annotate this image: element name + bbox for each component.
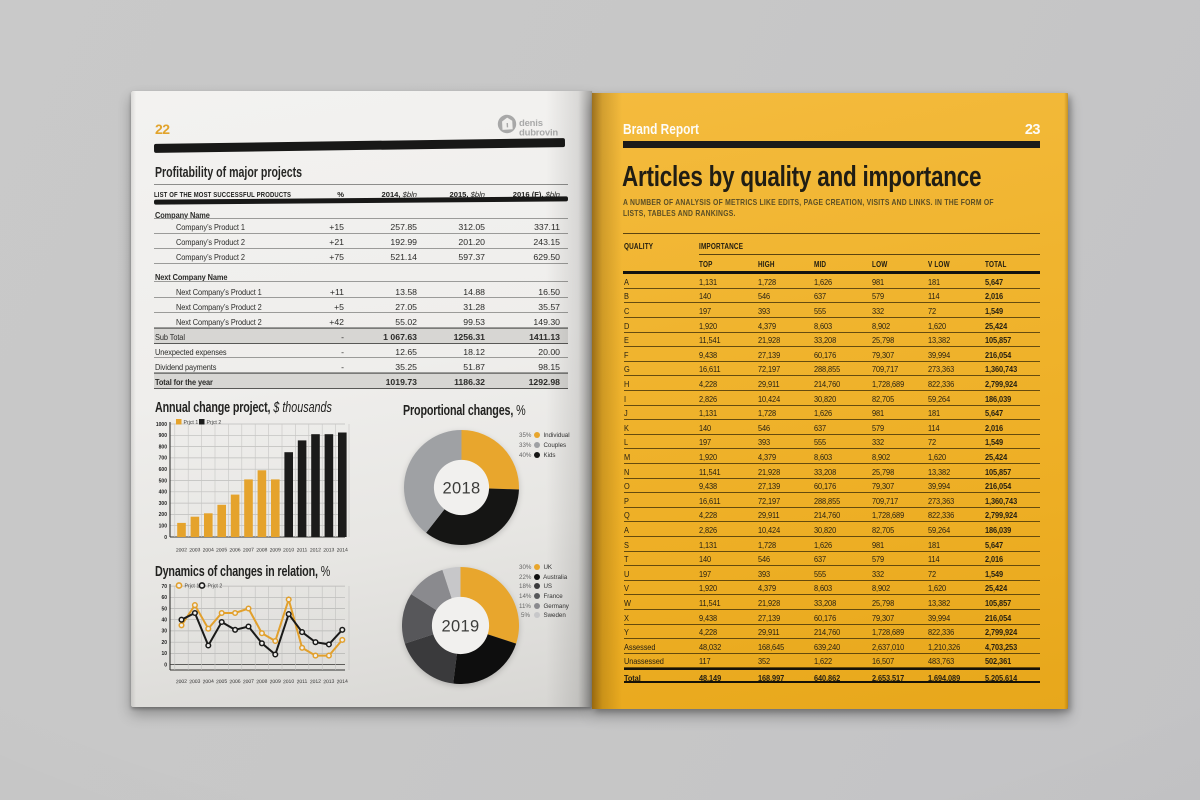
svg-text:2006: 2006 — [229, 679, 241, 686]
svg-text:Prjct 2: Prjct 2 — [207, 420, 222, 426]
svg-text:2003: 2003 — [189, 679, 201, 686]
svg-text:2014: 2014 — [337, 679, 349, 686]
svg-text:30: 30 — [161, 629, 167, 635]
svg-text:0: 0 — [164, 662, 167, 668]
svg-text:2013: 2013 — [323, 679, 335, 686]
svg-text:2009: 2009 — [270, 547, 282, 554]
svg-text:dubrovin: dubrovin — [519, 128, 558, 139]
svg-text:2008: 2008 — [256, 547, 268, 554]
svg-text:2012: 2012 — [310, 679, 322, 686]
svg-text:300: 300 — [159, 501, 168, 507]
svg-text:Prjct 2: Prjct 2 — [208, 584, 223, 590]
svg-text:40: 40 — [161, 618, 167, 624]
svg-text:2004: 2004 — [203, 547, 215, 554]
svg-text:0: 0 — [164, 535, 167, 541]
svg-text:2002: 2002 — [176, 679, 188, 686]
svg-text:2008: 2008 — [256, 679, 268, 686]
svg-text:200: 200 — [159, 512, 168, 518]
svg-text:50: 50 — [161, 606, 167, 612]
svg-text:100: 100 — [159, 524, 168, 530]
svg-text:2012: 2012 — [310, 547, 322, 554]
svg-text:400: 400 — [159, 490, 168, 496]
svg-text:2004: 2004 — [203, 679, 215, 686]
svg-text:denis: denis — [519, 118, 543, 129]
svg-text:Prjct 1: Prjct 1 — [185, 584, 200, 590]
svg-text:800: 800 — [159, 444, 168, 450]
svg-text:2014: 2014 — [337, 547, 349, 554]
svg-text:70: 70 — [161, 584, 167, 590]
svg-text:900: 900 — [159, 433, 168, 439]
svg-text:2011: 2011 — [297, 679, 308, 686]
svg-text:700: 700 — [159, 456, 168, 462]
svg-text:Prjct 1: Prjct 1 — [184, 420, 199, 426]
svg-text:2002: 2002 — [176, 547, 188, 554]
svg-text:2006: 2006 — [229, 547, 241, 554]
svg-text:2007: 2007 — [243, 547, 255, 554]
svg-text:1000: 1000 — [156, 422, 167, 428]
svg-text:2010: 2010 — [283, 547, 295, 554]
svg-text:2003: 2003 — [189, 547, 201, 554]
svg-text:2010: 2010 — [283, 679, 295, 686]
svg-text:2019: 2019 — [442, 617, 480, 635]
svg-text:60: 60 — [161, 595, 167, 601]
svg-text:2011: 2011 — [297, 547, 308, 554]
svg-text:2009: 2009 — [270, 679, 282, 686]
svg-text:10: 10 — [161, 651, 167, 657]
svg-text:600: 600 — [159, 467, 168, 473]
svg-text:2013: 2013 — [323, 547, 335, 554]
svg-text:20: 20 — [161, 640, 167, 646]
svg-text:2018: 2018 — [443, 479, 481, 497]
svg-text:2005: 2005 — [216, 679, 228, 686]
svg-text:2007: 2007 — [243, 679, 255, 686]
svg-text:500: 500 — [159, 478, 168, 484]
svg-text:2005: 2005 — [216, 547, 228, 554]
